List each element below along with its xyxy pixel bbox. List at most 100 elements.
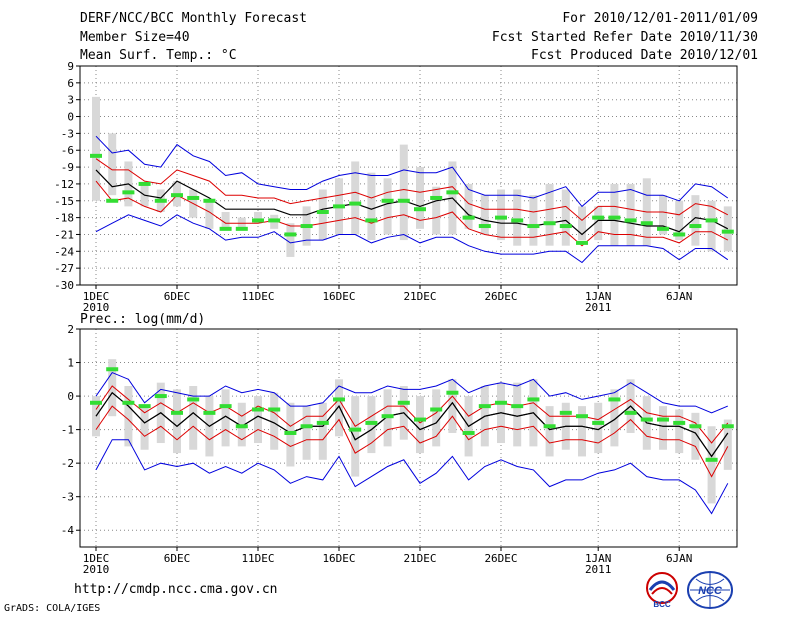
header-forecast-period: For 2010/12/01-2011/01/09 (562, 11, 758, 26)
forecast-marker (284, 430, 297, 435)
forecast-marker (543, 424, 556, 429)
forecast-marker (203, 410, 216, 415)
forecast-marker (592, 215, 605, 220)
forecast-marker (171, 193, 183, 198)
forecast-marker (268, 218, 281, 223)
spread-box (254, 396, 262, 444)
x-tick-label: 1JAN (585, 290, 612, 303)
footer-url[interactable]: http://cmdp.ncc.cma.gov.cn (74, 582, 278, 597)
forecast-marker (495, 215, 507, 220)
series-control-line (95, 391, 729, 458)
spread-box (594, 206, 603, 241)
spread-box (545, 183, 554, 246)
forecast-marker (705, 457, 718, 462)
forecast-marker (478, 224, 491, 229)
spread-box (92, 96, 100, 201)
forecast-marker (657, 417, 669, 422)
spread-box (108, 359, 117, 417)
spread-box (383, 178, 392, 235)
ncc-logo: NCC (687, 571, 733, 609)
spread-box (108, 133, 117, 196)
x-tick-year-label: 2011 (585, 563, 612, 576)
forecast-marker (90, 153, 102, 158)
spread-box (659, 406, 667, 450)
forecast-marker (673, 420, 686, 425)
x-tick-label: 21DEC (403, 290, 436, 303)
spread-box (432, 186, 441, 235)
spread-box (513, 382, 522, 447)
forecast-marker (106, 367, 119, 372)
plot-frame (79, 328, 738, 548)
x-tick-label: 6JAN (666, 552, 693, 565)
ncc-logo-text: NCC (698, 585, 723, 597)
spread-box (286, 223, 295, 257)
forecast-marker (316, 210, 329, 214)
forecast-marker (187, 195, 200, 200)
forecast-marker (154, 394, 167, 399)
spread-box (448, 379, 457, 433)
forecast-marker (576, 414, 588, 419)
forecast-marker (608, 397, 621, 402)
y-tick-label: -3 (61, 491, 74, 504)
forecast-marker (608, 215, 621, 220)
forecast-marker (673, 232, 686, 237)
spread-box (545, 406, 554, 457)
header-title: DERF/NCC/BCC Monthly Forecast (80, 11, 307, 26)
header-start-date: Fcst Started Refer Date 2010/11/30 (491, 30, 758, 45)
forecast-marker (300, 224, 313, 229)
spread-box (124, 386, 133, 447)
y-tick-label: -2 (61, 457, 74, 470)
forecast-marker (430, 195, 443, 200)
forecast-marker (235, 424, 248, 429)
forecast-marker (721, 229, 734, 234)
y-tick-label: -6 (61, 144, 74, 157)
forecast-marker (511, 404, 524, 409)
forecast-marker (365, 420, 378, 425)
forecast-marker (365, 218, 378, 223)
spread-box (707, 200, 716, 252)
series-upper-line (95, 371, 728, 414)
y-tick-label: -24 (54, 245, 74, 258)
forecast-marker (527, 397, 540, 402)
x-tick-label: 1DEC (83, 290, 110, 303)
forecast-marker (333, 204, 345, 209)
forecast-marker (381, 198, 394, 203)
x-tick-label: 11DEC (241, 552, 274, 565)
forecast-marker (284, 232, 297, 237)
spread-box (497, 189, 505, 241)
forecast-marker (559, 224, 572, 229)
spread-box (270, 392, 279, 450)
forecast-marker (138, 181, 151, 186)
header-member-size: Member Size=40 (80, 30, 190, 45)
y-tick-label: -30 (54, 279, 74, 292)
y-tick-label: -12 (54, 178, 74, 191)
spread-box (318, 189, 327, 241)
forecast-marker (640, 221, 653, 226)
y-tick-label: 1 (67, 357, 74, 370)
forecast-marker (689, 424, 702, 429)
forecast-marker (106, 198, 119, 203)
forecast-marker (219, 226, 232, 231)
y-tick-label: 3 (67, 94, 74, 107)
y-tick-label: -4 (61, 524, 75, 537)
spread-box (205, 200, 214, 229)
spread-box (610, 389, 619, 447)
x-tick-label: 11DEC (241, 290, 274, 303)
x-tick-label: 6DEC (164, 290, 191, 303)
spread-box (367, 172, 376, 241)
series-mean-line (95, 169, 729, 236)
forecast-marker (90, 400, 102, 405)
spread-box (626, 183, 635, 246)
forecast-marker (527, 224, 540, 229)
forecast-marker (252, 407, 264, 412)
x-tick-label: 16DEC (322, 290, 355, 303)
y-tick-label: 0 (67, 390, 74, 403)
y-tick-label: 2 (67, 323, 74, 336)
spread-box (254, 212, 262, 224)
forecast-marker (187, 397, 200, 402)
forecast-marker (235, 226, 248, 231)
y-tick-label: 6 (67, 77, 74, 90)
x-tick-label: 6JAN (666, 290, 693, 303)
forecast-marker (721, 424, 734, 429)
series-lower_inner-line (95, 405, 729, 478)
